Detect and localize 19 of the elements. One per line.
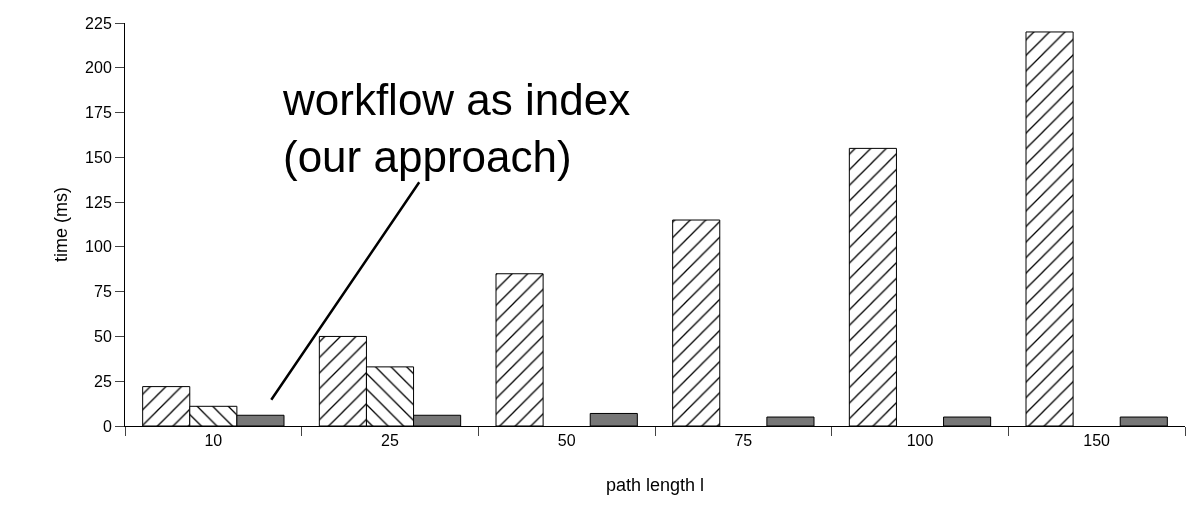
y-tick-label: 75 xyxy=(94,283,112,301)
x-tick-label: 50 xyxy=(557,432,576,450)
y-tick-label: 175 xyxy=(85,104,112,122)
y-tick-label: 225 xyxy=(85,14,112,32)
x-axis-title: path length l xyxy=(605,475,705,496)
y-tick-label: 200 xyxy=(85,59,112,77)
y-tick-label: 125 xyxy=(85,193,112,211)
x-tick-label: 10 xyxy=(204,432,223,450)
y-tick-label: 150 xyxy=(85,148,112,166)
y-axis-title: time (ms) xyxy=(51,187,72,262)
y-tick-label: 25 xyxy=(94,372,112,390)
x-tick-label: 150 xyxy=(1083,432,1111,450)
x-tick-label: 75 xyxy=(734,432,753,450)
x-tick-label: 100 xyxy=(906,432,934,450)
annotation: workflow as index (our approach) xyxy=(282,75,631,182)
x-tick-label: 25 xyxy=(381,432,399,450)
y-tick-label: 100 xyxy=(85,238,112,256)
y-tick-label: 0 xyxy=(102,417,112,435)
y-tick-label: 50 xyxy=(94,328,112,346)
